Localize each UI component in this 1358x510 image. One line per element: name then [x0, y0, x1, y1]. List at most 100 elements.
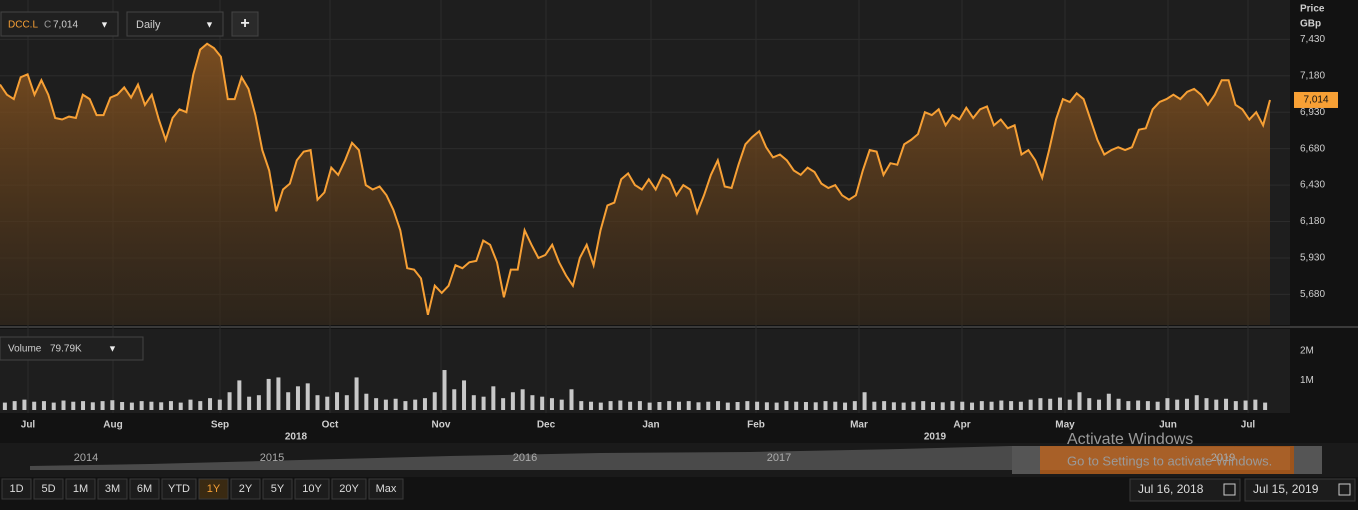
- close-prefix: C: [44, 20, 51, 31]
- volume-bar: [833, 401, 838, 410]
- range-label: 6M: [137, 483, 152, 495]
- volume-bar: [862, 392, 867, 410]
- volume-bar: [549, 398, 554, 410]
- volume-bar: [725, 402, 730, 410]
- volume-bar: [1067, 399, 1072, 410]
- price-area: [0, 43, 1270, 325]
- volume-bar: [608, 401, 613, 410]
- last-price: 7,014: [1303, 95, 1328, 106]
- range-button[interactable]: [161, 478, 197, 500]
- price-line: [0, 42, 1271, 316]
- volume-bar: [618, 400, 623, 410]
- y-tick-label: 1M: [1300, 375, 1314, 386]
- volume-bar: [217, 399, 222, 410]
- x-year-label: 2018: [285, 432, 308, 443]
- calendar-icon: [1223, 483, 1236, 496]
- volume-bar: [686, 401, 691, 410]
- volume-bar: [61, 400, 66, 410]
- interval-box[interactable]: [126, 11, 224, 37]
- range-label: 10Y: [302, 483, 322, 495]
- volume-bar: [882, 401, 887, 410]
- range-button[interactable]: [1, 478, 32, 500]
- volume-bar: [930, 402, 935, 410]
- volume-bar: [970, 402, 975, 410]
- volume-bar: [247, 396, 252, 410]
- range-label: Max: [376, 483, 397, 495]
- add-button[interactable]: [231, 11, 259, 37]
- volume-box[interactable]: [0, 336, 144, 361]
- y-tick-label: 6,180: [1300, 216, 1325, 227]
- volume-bar: [1018, 401, 1023, 410]
- range-button[interactable]: [294, 478, 330, 500]
- range-button[interactable]: [331, 478, 367, 500]
- volume-bar: [637, 401, 642, 410]
- volume-bar: [393, 398, 398, 410]
- range-button[interactable]: [129, 478, 160, 500]
- range-button[interactable]: [368, 478, 404, 500]
- volume-bar: [950, 401, 955, 410]
- navigator-selection[interactable]: [1012, 446, 1322, 474]
- close: 7,014: [53, 20, 78, 31]
- volume-bar: [510, 392, 515, 410]
- range-label: 5Y: [271, 483, 285, 495]
- range-label: YTD: [168, 483, 190, 495]
- volume-value: 79.79K: [50, 344, 82, 355]
- volume-bar: [208, 398, 213, 410]
- volume-bar: [1106, 393, 1111, 410]
- range-button[interactable]: [262, 478, 293, 500]
- volume-bar: [51, 402, 56, 410]
- range-button[interactable]: [198, 478, 229, 500]
- date-box[interactable]: [1129, 478, 1241, 502]
- x-tick-label: Jan: [642, 420, 659, 431]
- y-tick-label: 7,430: [1300, 34, 1325, 45]
- navigator-year: 2016: [513, 452, 537, 464]
- volume-bar: [823, 401, 828, 410]
- volume-bar: [1214, 399, 1219, 410]
- x-tick-label: May: [1055, 420, 1075, 431]
- date-box[interactable]: [1244, 478, 1356, 502]
- volume-bar: [1116, 398, 1121, 410]
- volume-bar: [100, 401, 105, 410]
- volume-bar: [237, 380, 242, 410]
- volume-bar: [940, 402, 945, 410]
- navigator-handle[interactable]: [1012, 446, 1040, 474]
- volume-bar: [432, 392, 437, 410]
- volume-bar: [755, 401, 760, 410]
- navigator-handle[interactable]: [1294, 446, 1322, 474]
- volume-bar: [178, 402, 183, 410]
- range-button[interactable]: [97, 478, 128, 500]
- volume-bar: [852, 401, 857, 410]
- volume-bar: [1048, 398, 1053, 410]
- volume-bar: [530, 395, 535, 410]
- symbol-box[interactable]: [0, 11, 119, 37]
- volume-bar: [657, 402, 662, 410]
- volume-bar: [1233, 401, 1238, 410]
- volume-bar: [598, 402, 603, 410]
- volume-bar: [1253, 399, 1258, 410]
- volume-bar: [403, 401, 408, 410]
- volume-bar: [520, 389, 525, 410]
- volume-bar: [139, 401, 144, 410]
- volume-bar: [1155, 401, 1160, 410]
- range-label: 5D: [41, 483, 55, 495]
- x-tick-label: Aug: [103, 420, 122, 431]
- volume-bar: [422, 398, 427, 410]
- range-button[interactable]: [65, 478, 96, 500]
- volume-bar: [462, 380, 467, 410]
- volume-bar: [1038, 398, 1043, 410]
- range-button[interactable]: [230, 478, 261, 500]
- x-tick-label: Jul: [21, 420, 36, 431]
- volume-bar: [735, 402, 740, 410]
- volume-bar: [647, 402, 652, 410]
- volume-bar: [344, 395, 349, 410]
- volume-bar: [579, 401, 584, 410]
- range-label: 20Y: [339, 483, 359, 495]
- watermark-title: Activate Windows: [1067, 431, 1193, 448]
- volume-bar: [481, 396, 486, 410]
- range-label: 2Y: [239, 483, 253, 495]
- volume-bar: [745, 401, 750, 410]
- volume-bar: [149, 401, 154, 410]
- x-tick-label: Oct: [322, 420, 339, 431]
- range-button[interactable]: [33, 478, 64, 500]
